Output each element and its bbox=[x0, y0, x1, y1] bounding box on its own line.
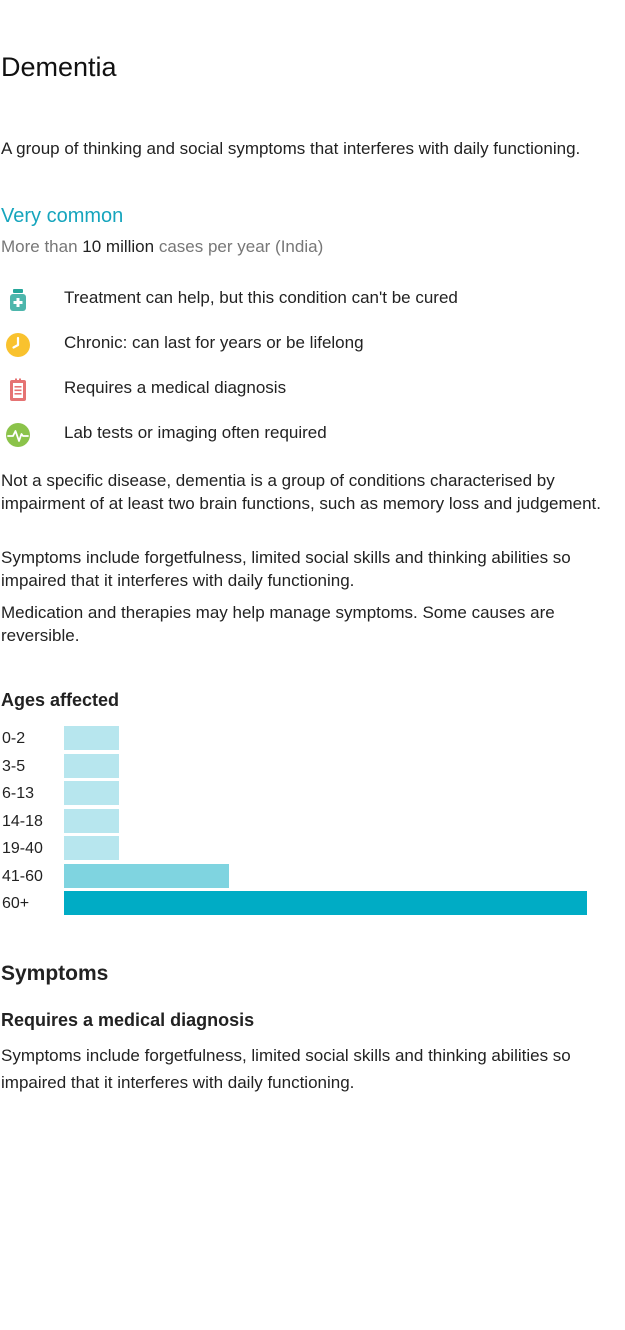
fact-text: Chronic: can last for years or be lifelo… bbox=[64, 333, 364, 352]
fact-chronic: Chronic: can last for years or be lifelo… bbox=[1, 327, 621, 361]
description-paragraph: Not a specific disease, dementia is a gr… bbox=[1, 471, 602, 513]
age-row: 14-18 bbox=[1, 807, 621, 834]
age-row: 41-60 bbox=[1, 862, 621, 889]
pulse-icon bbox=[5, 422, 31, 448]
age-label: 60+ bbox=[2, 895, 30, 912]
age-row: 3-5 bbox=[1, 752, 621, 779]
age-label: 3-5 bbox=[2, 757, 26, 775]
age-row: 0-2 bbox=[1, 724, 621, 751]
page-title: Dementia bbox=[1, 52, 117, 82]
age-label: 41-60 bbox=[2, 867, 43, 885]
age-row: 60+ bbox=[1, 889, 621, 916]
age-label: 0-2 bbox=[2, 730, 26, 747]
age-row: 19-40 bbox=[1, 834, 621, 861]
age-label: 19-40 bbox=[2, 840, 43, 857]
age-row: 6-13 bbox=[1, 779, 621, 806]
fact-text: Requires a medical diagnosis bbox=[64, 378, 287, 397]
clipboard-icon bbox=[5, 377, 31, 403]
ages-affected-heading: Ages affected bbox=[1, 690, 120, 710]
ages-chart: 0-2 3-5 6-13 14-18 19-40 41-60 60+ bbox=[1, 724, 621, 924]
frequency-label: Very common bbox=[1, 205, 124, 227]
age-bar bbox=[64, 753, 119, 778]
age-bar bbox=[64, 726, 119, 750]
age-bar bbox=[64, 863, 229, 888]
fact-tests: Lab tests or imaging often required bbox=[1, 417, 621, 451]
fact-text: Treatment can help, but this condition c… bbox=[64, 288, 458, 307]
age-bar bbox=[64, 781, 119, 805]
age-bar bbox=[64, 836, 119, 860]
symptoms-text: Symptoms include forgetfulness, limited … bbox=[1, 1046, 571, 1092]
symptoms-subheading: Requires a medical diagnosis bbox=[1, 1010, 255, 1030]
description-paragraph: Medication and therapies may help manage… bbox=[1, 603, 555, 645]
age-bar bbox=[64, 808, 119, 833]
cases-suffix: cases per year (India) bbox=[158, 237, 324, 256]
condition-summary: A group of thinking and social symptoms … bbox=[1, 139, 581, 158]
fact-text: Lab tests or imaging often required bbox=[64, 423, 327, 442]
age-label: 14-18 bbox=[2, 812, 43, 830]
medicine-bottle-icon bbox=[5, 287, 31, 313]
cases-prefix: More than bbox=[1, 237, 78, 256]
cases-count: 10 million bbox=[82, 237, 155, 256]
clock-icon bbox=[5, 332, 31, 358]
symptoms-heading: Symptoms bbox=[1, 962, 109, 985]
cases-per-year: More than 10 million cases per year (Ind… bbox=[1, 237, 323, 257]
fact-treatment: Treatment can help, but this condition c… bbox=[1, 282, 621, 316]
description-paragraph: Symptoms include forgetfulness, limited … bbox=[1, 548, 571, 590]
age-label: 6-13 bbox=[2, 785, 35, 802]
fact-diagnosis: Requires a medical diagnosis bbox=[1, 372, 621, 406]
age-bar bbox=[64, 891, 587, 915]
